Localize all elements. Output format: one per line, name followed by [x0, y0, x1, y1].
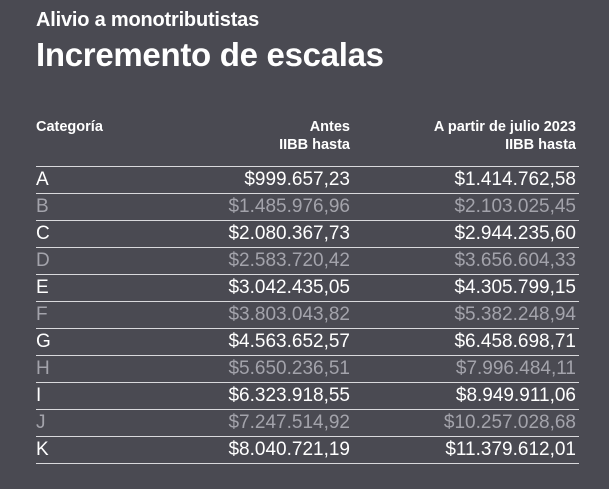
cell-julio-2023: $1.414.762,58 — [454, 169, 576, 190]
cell-categoria: D — [36, 250, 50, 271]
cell-categoria: J — [36, 412, 46, 433]
cell-categoria: B — [36, 196, 49, 217]
column-header-line: IIBB hasta — [505, 137, 576, 153]
table-row: J $7.247.514,92 $10.257.028,68 — [36, 410, 579, 437]
cell-antes: $3.042.435,05 — [228, 277, 350, 298]
cell-julio-2023: $7.996.484,11 — [455, 358, 576, 379]
table-row: A $999.657,23 $1.414.762,58 — [36, 167, 579, 194]
cell-antes: $2.080.367,73 — [228, 223, 350, 244]
cell-categoria: K — [36, 439, 49, 460]
page-title: Incremento de escalas — [36, 36, 384, 73]
scales-table: Categoría Antes IIBB hasta A partir de j… — [36, 118, 579, 464]
column-header-line: A partir de julio 2023 — [433, 119, 576, 135]
table-row: C $2.080.367,73 $2.944.235,60 — [36, 221, 579, 248]
cell-antes: $6.323.918,55 — [228, 385, 350, 406]
cell-julio-2023: $2.103.025,45 — [454, 196, 576, 217]
cell-categoria: H — [36, 358, 50, 379]
cell-julio-2023: $4.305.799,15 — [454, 277, 576, 298]
cell-categoria: E — [36, 277, 49, 298]
subtitle: Alivio a monotributistas — [36, 9, 260, 31]
column-header-line: Antes — [309, 119, 350, 135]
table-row: I $6.323.918,55 $8.949.911,06 — [36, 383, 579, 410]
table-row: D $2.583.720,42 $3.656.604,33 — [36, 248, 579, 275]
cell-categoria: C — [36, 223, 50, 244]
cell-julio-2023: $5.382.248,94 — [454, 304, 576, 325]
cell-julio-2023: $10.257.028,68 — [443, 412, 576, 433]
cell-antes: $5.650.236,51 — [228, 358, 350, 379]
column-header-julio-2023: A partir de julio 2023 IIBB hasta — [434, 118, 576, 154]
cell-categoria: G — [36, 331, 51, 352]
cell-julio-2023: $3.656.604,33 — [454, 250, 576, 271]
cell-antes: $2.583.720,42 — [228, 250, 350, 271]
column-header-categoria: Categoría — [36, 118, 103, 136]
table-row: E $3.042.435,05 $4.305.799,15 — [36, 275, 579, 302]
cell-antes: $999.657,23 — [244, 169, 350, 190]
table-body: A $999.657,23 $1.414.762,58 B $1.485.976,96 $… — [36, 166, 579, 464]
table-row: B $1.485.976,96 $2.103.025,45 — [36, 194, 579, 221]
table-row: F $3.803.043,82 $5.382.248,94 — [36, 302, 579, 329]
cell-antes: $4.563.652,57 — [228, 331, 350, 352]
column-header-line: IIBB hasta — [279, 137, 350, 153]
table-row: H $5.650.236,51 $7.996.484,11 — [36, 356, 579, 383]
cell-julio-2023: $11.379.612,01 — [445, 439, 576, 460]
column-header-antes: Antes IIBB hasta — [279, 118, 350, 154]
table-row: K $8.040.721,19 $11.379.612,01 — [36, 437, 579, 464]
cell-categoria: F — [36, 304, 48, 325]
cell-categoria: I — [36, 385, 42, 406]
column-header-line: Categoría — [36, 119, 103, 135]
cell-antes: $8.040.721,19 — [228, 439, 350, 460]
cell-julio-2023: $8.949.911,06 — [455, 385, 576, 406]
cell-antes: $1.485.976,96 — [228, 196, 350, 217]
cell-categoria: A — [36, 169, 49, 190]
table-row: G $4.563.652,57 $6.458.698,71 — [36, 329, 579, 356]
cell-antes: $3.803.043,82 — [228, 304, 350, 325]
table-header: Categoría Antes IIBB hasta A partir de j… — [36, 118, 579, 166]
cell-julio-2023: $6.458.698,71 — [454, 331, 576, 352]
cell-antes: $7.247.514,92 — [228, 412, 350, 433]
cell-julio-2023: $2.944.235,60 — [454, 223, 576, 244]
